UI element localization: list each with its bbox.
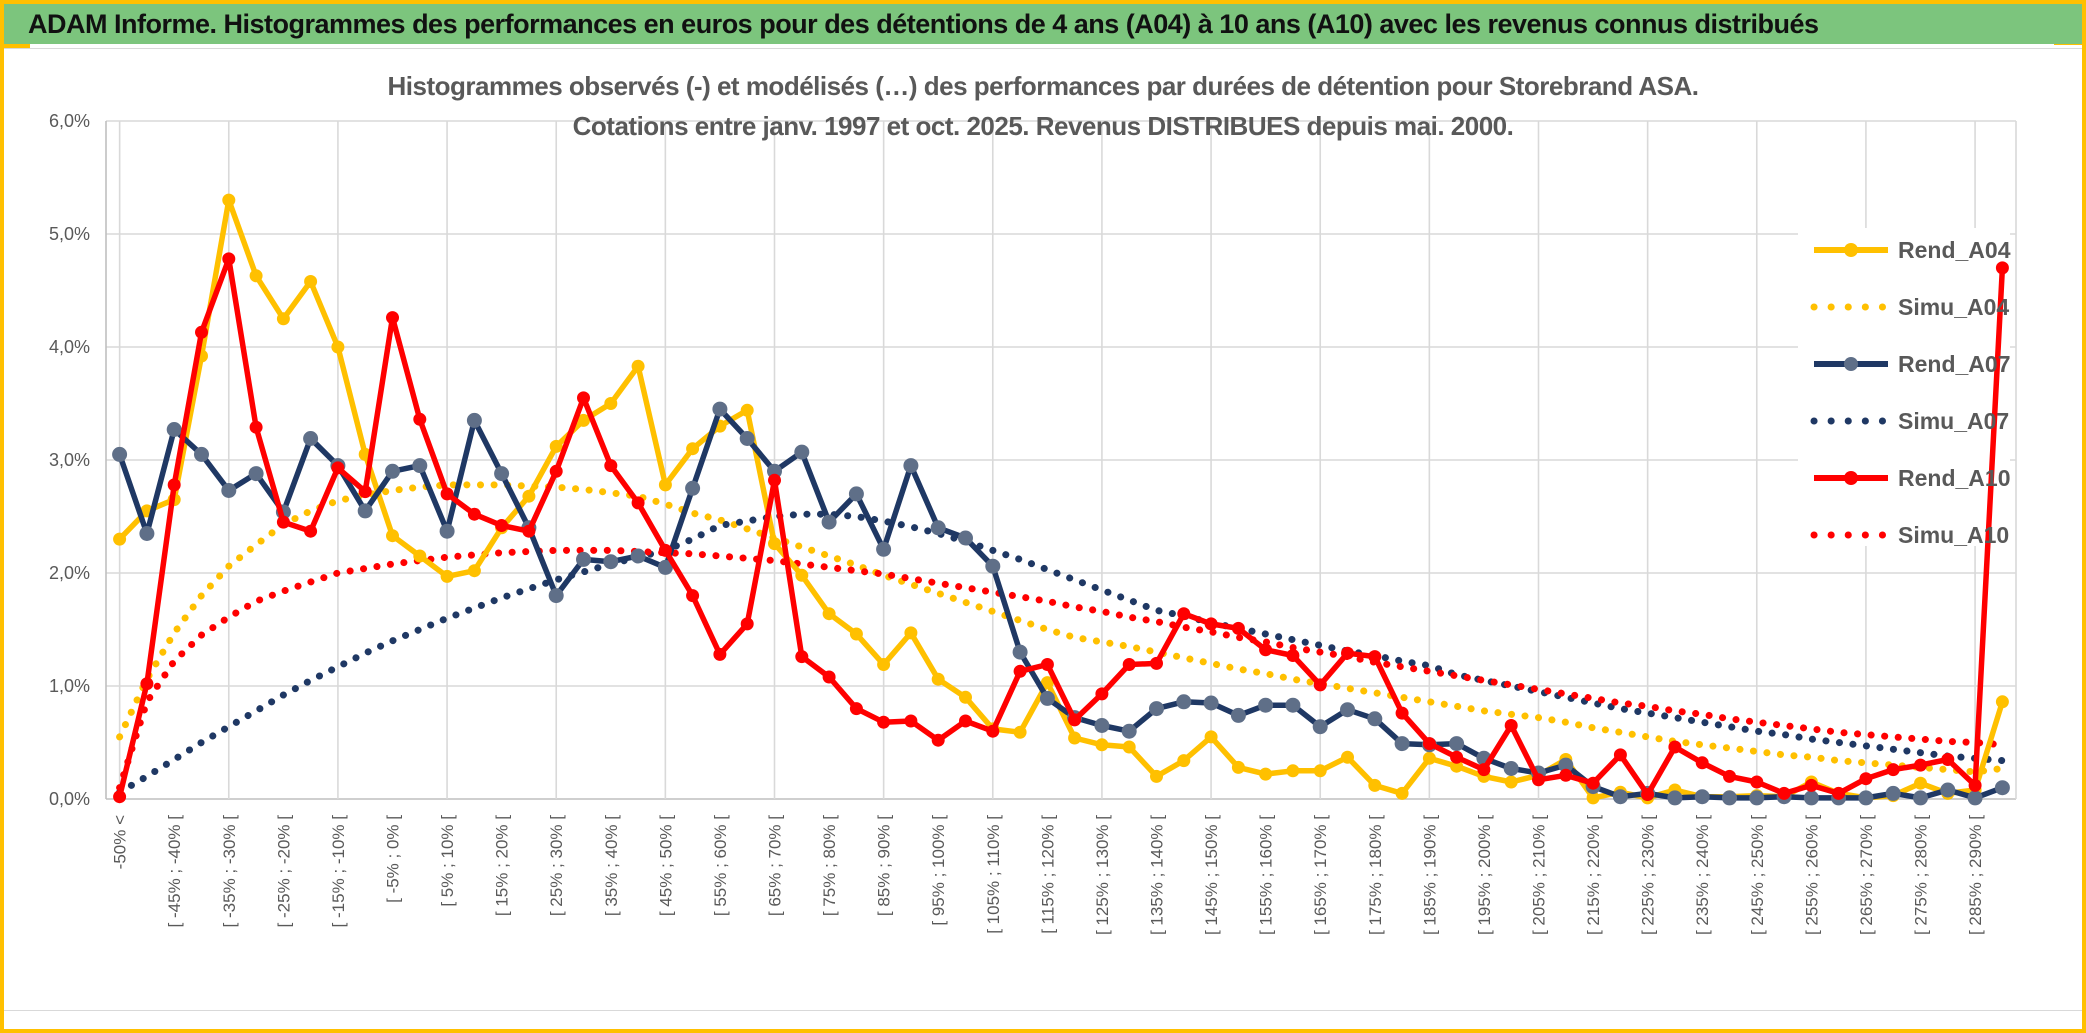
- x-tick-label: [ 175% ; 180% [: [1366, 815, 1385, 935]
- y-tick-label: 5,0%: [49, 224, 90, 244]
- x-tick-label: [ 235% ; 240% [: [1693, 815, 1712, 935]
- x-tick-label: [ 275% ; 280% [: [1912, 815, 1931, 935]
- x-tick-label: -50% <: [111, 815, 130, 869]
- x-tick-label: [ -25% ; -20% [: [274, 815, 293, 928]
- legend-item-Rend_A10: Rend_A10: [1814, 465, 2010, 491]
- y-tick-label: 0,0%: [49, 789, 90, 809]
- legend-item-Simu_A04: Simu_A04: [1810, 294, 2009, 320]
- x-tick-label: [ 125% ; 130% [: [1093, 815, 1112, 935]
- x-tick-label: [ 75% ; 80% [: [820, 815, 839, 916]
- x-tick-label: [ 225% ; 230% [: [1639, 815, 1658, 935]
- x-tick-label: [ 185% ; 190% [: [1420, 815, 1439, 935]
- chart-title: Histogrammes observés (-) et modélisés (…: [0, 66, 2086, 146]
- x-tick-label: [ 105% ; 110% [: [984, 815, 1003, 934]
- x-tick-label: [ 135% ; 140% [: [1148, 815, 1167, 935]
- chart-title-line1: Histogrammes observés (-) et modélisés (…: [387, 71, 1699, 101]
- series-Rend_A04: [113, 193, 2009, 805]
- x-tick-label: [ 165% ; 170% [: [1311, 815, 1330, 935]
- series-Simu_A04: [116, 481, 2006, 776]
- x-tick-label: [ 205% ; 210% [: [1530, 815, 1549, 935]
- legend: Rend_A04 Simu_A04 Rend_A07 Simu_A07 Rend_A10…: [1810, 237, 2011, 548]
- gold-accent-left: [4, 42, 30, 49]
- legend-item-Rend_A07: Rend_A07: [1814, 351, 2010, 377]
- legend-label: Simu_A10: [1898, 522, 2009, 548]
- series-Simu_A07: [116, 510, 2006, 796]
- x-tick-label: [ 145% ; 150% [: [1202, 815, 1221, 935]
- x-tick-label: [ 155% ; 160% [: [1257, 815, 1276, 935]
- x-tick-label: [ -35% ; -30% [: [220, 815, 239, 928]
- y-tick-label: 3,0%: [49, 450, 90, 470]
- x-tick-label: [ -45% ; -40% [: [165, 815, 184, 928]
- x-tick-label: [ 245% ; 250% [: [1748, 815, 1767, 935]
- x-axis-tick-labels: -50% < [ -45% ; -40% [ [ -35% ; -30% [ [ -2…: [111, 815, 1985, 935]
- x-tick-label: [ 215% ; 220% [: [1584, 815, 1603, 935]
- y-tick-label: 2,0%: [49, 563, 90, 583]
- x-tick-label: [ 285% ; 290% [: [1966, 815, 1985, 935]
- legend-marker-dot: [1844, 357, 1858, 371]
- x-tick-label: [ 195% ; 200% [: [1475, 815, 1494, 935]
- header-bar: ADAM Informe. Histogrammes des performan…: [4, 4, 2082, 44]
- legend-label: Simu_A04: [1898, 294, 2009, 320]
- legend-label: Rend_A10: [1898, 465, 2010, 491]
- x-tick-label: [ 15% ; 20% [: [493, 815, 512, 916]
- x-tick-label: [ -5% ; 0% [: [384, 815, 403, 903]
- series-Simu_A10: [116, 546, 2006, 792]
- legend-box: [1798, 228, 2010, 546]
- chart-title-line2: Cotations entre janv. 1997 et oct. 2025.…: [572, 111, 1514, 141]
- y-tick-label: 1,0%: [49, 676, 90, 696]
- page-title: ADAM Informe. Histogrammes des performan…: [28, 8, 1819, 39]
- x-tick-label: [ 25% ; 30% [: [547, 815, 566, 916]
- x-tick-label: [ 45% ; 50% [: [656, 815, 675, 916]
- x-tick-label: [ 35% ; 40% [: [602, 815, 621, 916]
- x-tick-label: [ 65% ; 70% [: [766, 815, 785, 916]
- legend-item-Simu_A07: Simu_A07: [1810, 408, 2009, 434]
- x-tick-label: [ 255% ; 260% [: [1802, 815, 1821, 935]
- x-tick-label: [ 95% ; 100% [: [929, 815, 948, 926]
- legend-label: Rend_A04: [1898, 237, 2011, 263]
- y-axis-tick-labels: 0,0% 1,0% 2,0% 3,0% 4,0% 5,0% 6,0%: [49, 111, 90, 809]
- series-Rend_A10: [113, 252, 2009, 804]
- legend-label: Rend_A07: [1898, 351, 2010, 377]
- y-tick-label: 4,0%: [49, 337, 90, 357]
- legend-marker-dot: [1844, 471, 1858, 485]
- y-tick-label: 6,0%: [49, 111, 90, 131]
- bottom-hairline: [0, 1010, 2086, 1011]
- x-tick-label: [ 85% ; 90% [: [875, 815, 894, 916]
- legend-marker-dot: [1844, 243, 1858, 257]
- header-underline: [0, 48, 2086, 49]
- x-tick-label: [ -15% ; -10% [: [329, 815, 348, 928]
- x-tick-label: [ 55% ; 60% [: [711, 815, 730, 916]
- x-tick-label: [ 115% ; 120% [: [1038, 815, 1057, 934]
- x-tick-label: [ 265% ; 270% [: [1857, 815, 1876, 935]
- legend-label: Simu_A07: [1898, 408, 2009, 434]
- x-tick-label: [ 5% ; 10% [: [438, 815, 457, 907]
- legend-item-Simu_A10: Simu_A10: [1810, 522, 2009, 548]
- legend-item-Rend_A04: Rend_A04: [1814, 237, 2011, 263]
